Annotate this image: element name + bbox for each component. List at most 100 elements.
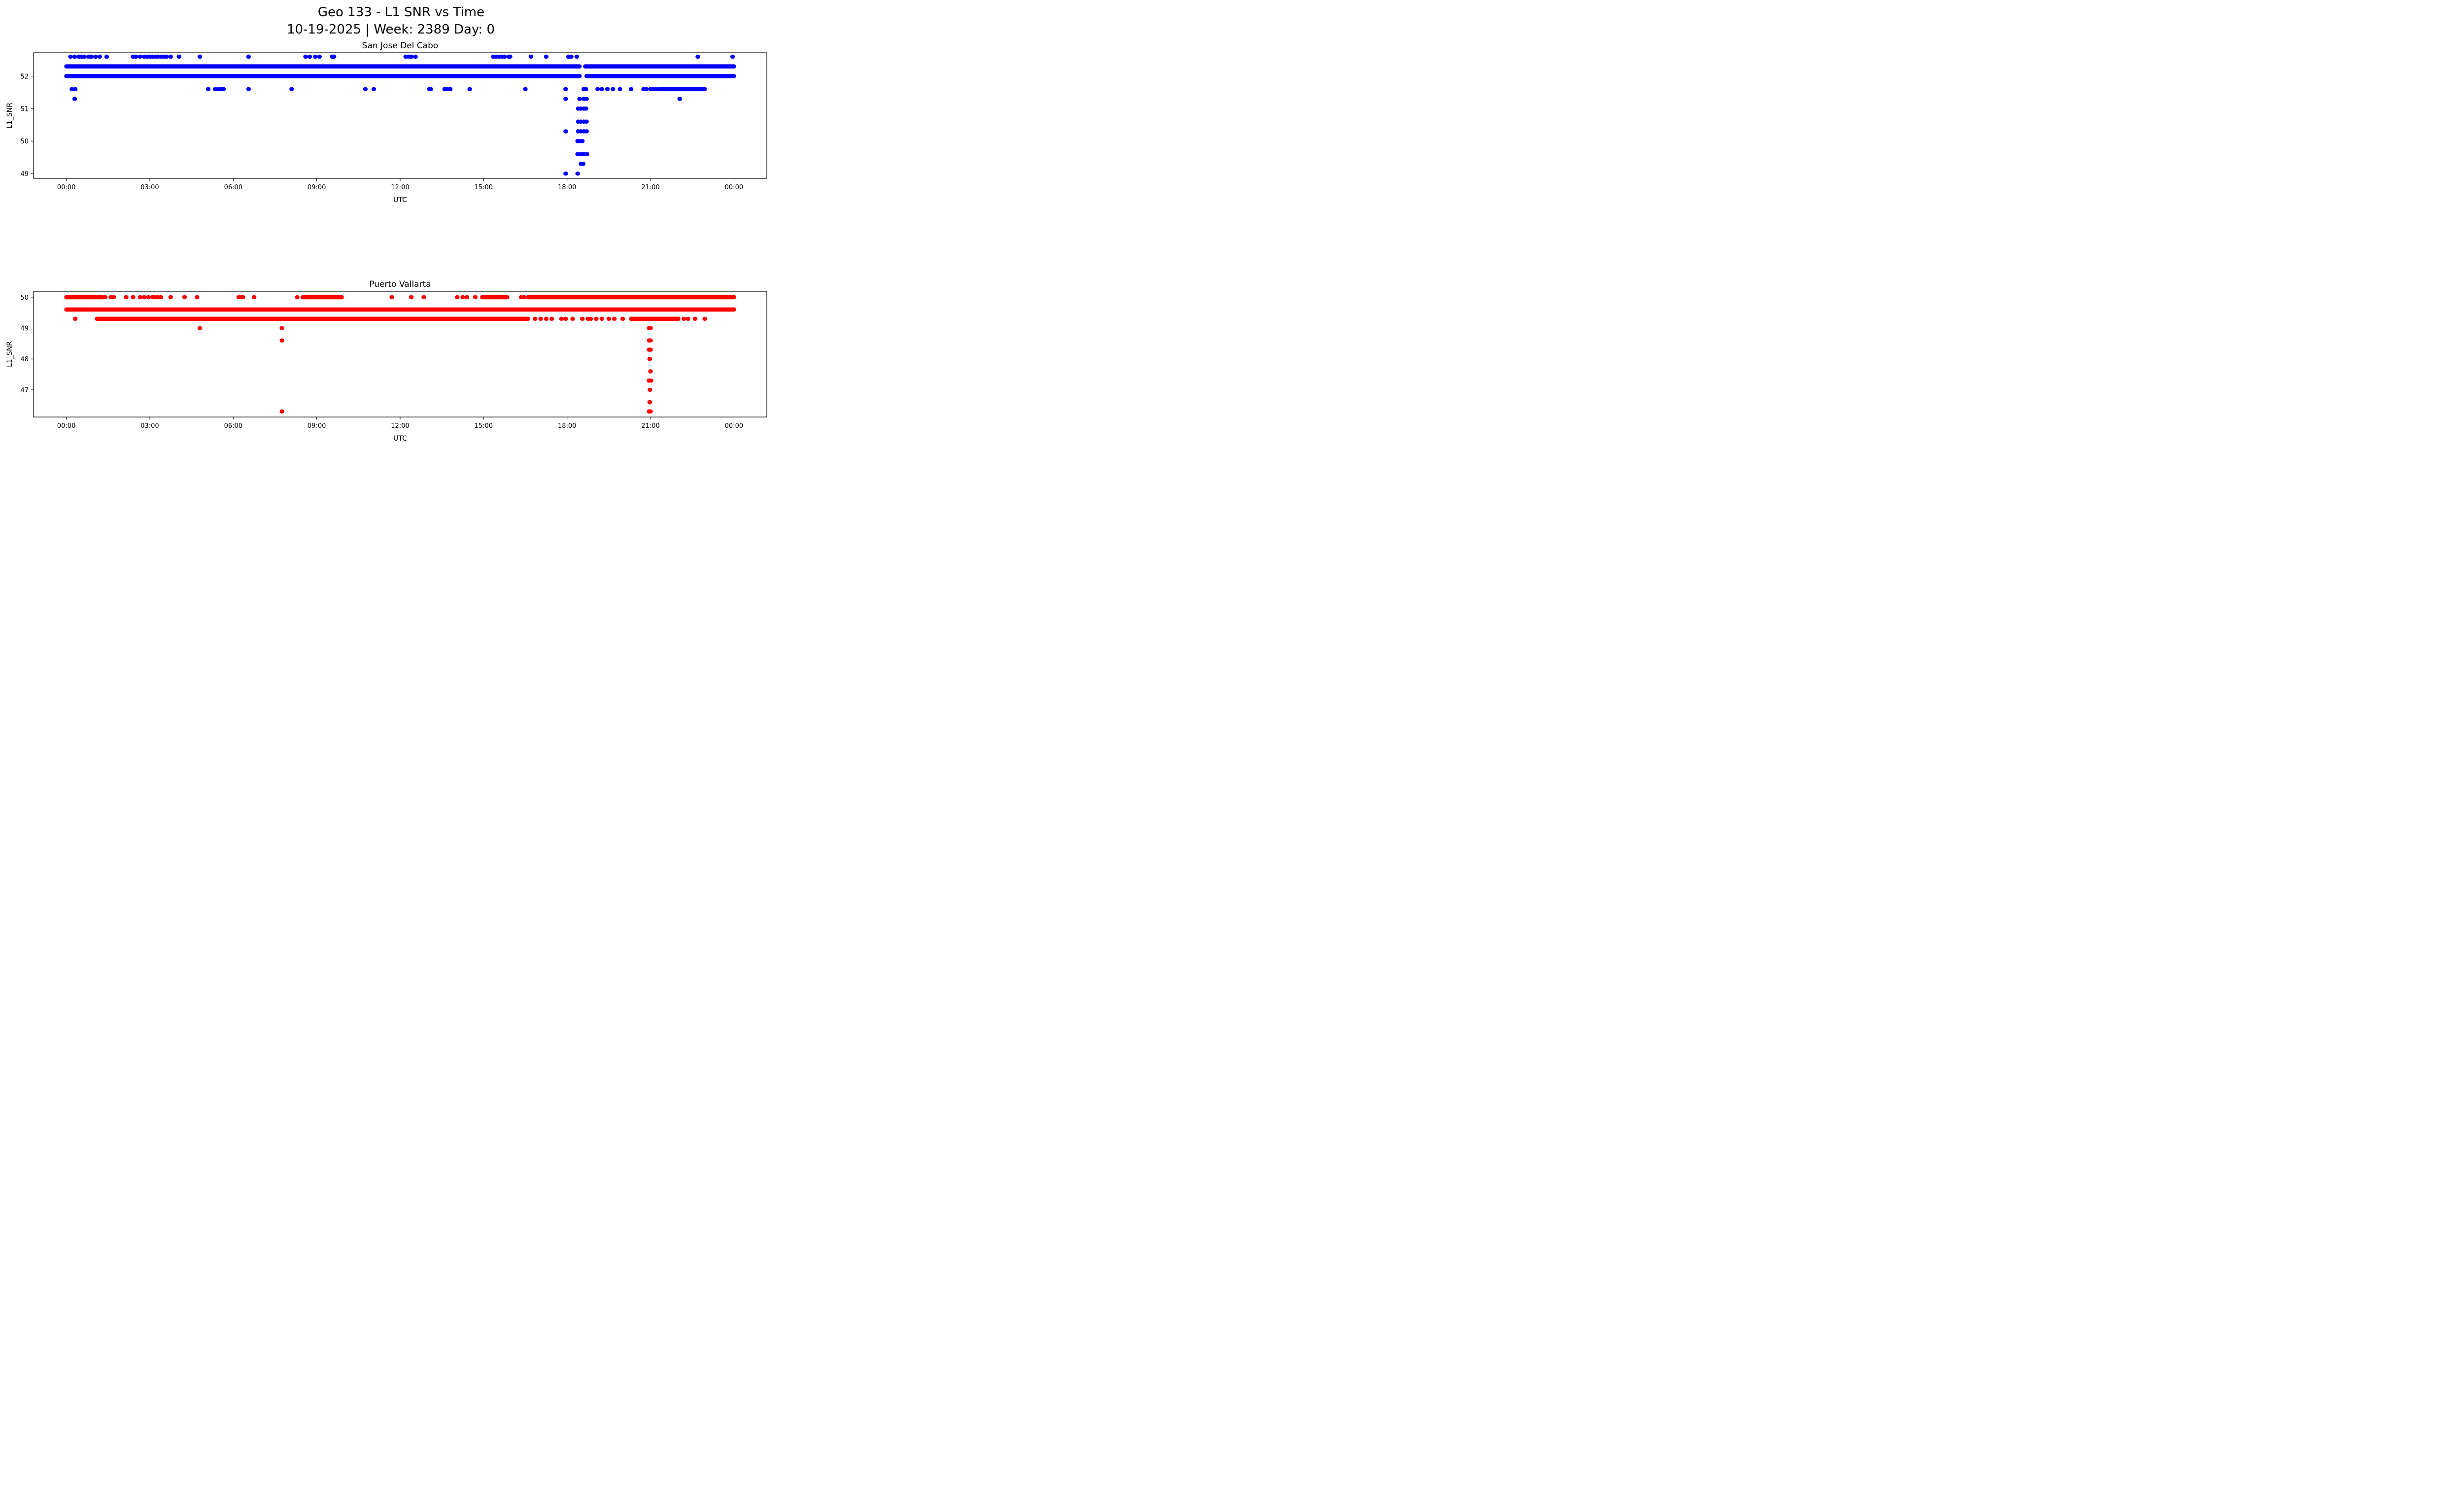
data-point (103, 295, 108, 300)
data-run (526, 295, 736, 300)
figure-title-line2: 10-19-2025 | Week: 2389 Day: 0 (287, 22, 495, 37)
data-point (409, 54, 414, 59)
data-point (644, 87, 649, 92)
data-point (580, 316, 585, 321)
data-point (72, 97, 77, 101)
data-point (563, 316, 568, 321)
data-point (574, 54, 580, 59)
data-point (251, 295, 257, 300)
panel-san-jose-del-cabo: San Jose Del Cabo 00:00 03:00 06:00 09:00 12… (6, 41, 767, 204)
data-run (583, 64, 736, 69)
data-point (695, 54, 700, 59)
data-point (69, 87, 74, 92)
data-point (168, 295, 173, 300)
y-tick-label: 49 (20, 171, 29, 178)
data-point (447, 87, 453, 92)
data-point (182, 295, 187, 300)
data-point (599, 87, 604, 92)
data-point (279, 338, 284, 343)
y-axis: 49 50 51 52 (20, 73, 34, 178)
data-point (331, 54, 337, 59)
y-tick-label: 50 (20, 138, 29, 145)
data-point (612, 316, 617, 321)
data-point (93, 54, 98, 59)
figure-title-line1: Geo 133 - L1 SNR vs Time (318, 5, 484, 20)
x-tick-label: 09:00 (308, 422, 326, 430)
data-point (544, 54, 549, 59)
x-axis-label: UTC (393, 196, 407, 204)
data-point (279, 409, 284, 414)
y-tick-label: 48 (20, 356, 29, 363)
x-tick-label: 21:00 (641, 422, 659, 430)
data-point (563, 97, 568, 101)
data-point (563, 87, 568, 92)
x-tick-label: 12:00 (391, 422, 409, 430)
data-run (658, 87, 707, 92)
data-point (677, 97, 683, 101)
data-point (580, 139, 585, 143)
data-point (146, 295, 151, 300)
data-point (588, 316, 593, 321)
figure: Geo 133 - L1 SNR vs Time 10-19-2025 | We… (6, 5, 767, 443)
y-tick-label: 49 (20, 325, 29, 333)
data-point (111, 295, 116, 300)
data-point (502, 54, 507, 59)
data-point (240, 295, 245, 300)
data-point (730, 54, 735, 59)
x-tick-label: 06:00 (224, 422, 242, 430)
data-point (72, 87, 78, 92)
data-point (584, 152, 590, 156)
panel-title: Puerto Vallarta (369, 279, 431, 289)
data-point (307, 54, 312, 59)
data-point (279, 326, 284, 330)
data-run (301, 295, 344, 300)
data-point (197, 326, 203, 330)
data-point (467, 87, 472, 92)
data-point (495, 316, 500, 321)
data-point (141, 295, 147, 300)
data-point (581, 152, 586, 156)
data-point (205, 87, 211, 92)
scatter-marks (64, 54, 736, 176)
y-tick-label: 52 (20, 73, 29, 80)
y-axis-label: L1_SNR (6, 103, 14, 129)
data-point (569, 54, 574, 59)
data-run (64, 74, 582, 78)
data-point (317, 54, 322, 59)
x-tick-label: 15:00 (475, 184, 493, 191)
data-point (421, 295, 426, 300)
data-point (508, 54, 513, 59)
data-point (533, 316, 538, 321)
data-point (72, 316, 78, 321)
x-tick-label: 06:00 (224, 184, 242, 191)
data-point (303, 54, 308, 59)
data-point (599, 316, 604, 321)
data-point (584, 97, 589, 101)
data-point (656, 87, 661, 92)
data-point (124, 295, 129, 300)
x-axis: 00:00 03:00 06:00 09:00 12:00 15:00 18:00 21:00… (57, 417, 743, 430)
data-point (647, 400, 652, 405)
data-point (72, 54, 77, 59)
data-point (702, 316, 707, 321)
data-point (246, 54, 251, 59)
data-run (64, 307, 736, 312)
data-point (594, 316, 599, 321)
data-point (428, 87, 433, 92)
data-point (648, 387, 652, 392)
data-run (64, 295, 105, 300)
data-point (648, 369, 653, 374)
x-tick-label: 12:00 (391, 184, 409, 191)
data-point (195, 295, 200, 300)
x-tick-label: 15:00 (475, 422, 493, 430)
x-tick-label: 03:00 (140, 184, 159, 191)
x-axis-label: UTC (393, 435, 407, 443)
data-point (104, 54, 109, 59)
data-point (583, 106, 588, 111)
data-point (682, 316, 686, 321)
data-point (617, 87, 622, 92)
data-point (409, 295, 414, 300)
data-point (649, 378, 653, 383)
y-tick-label: 50 (20, 294, 29, 302)
data-point (606, 316, 612, 321)
